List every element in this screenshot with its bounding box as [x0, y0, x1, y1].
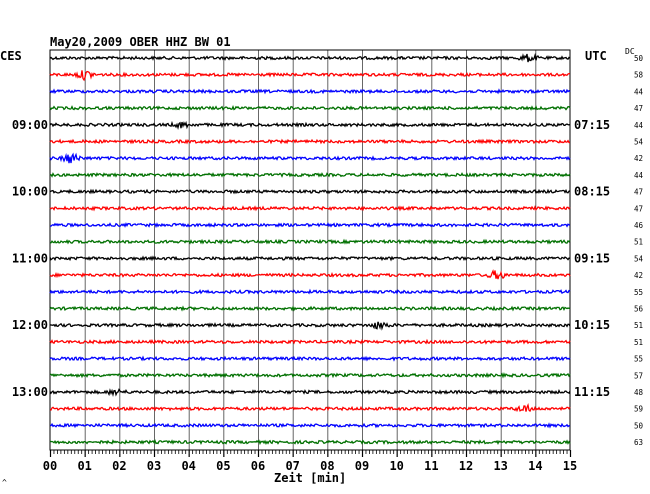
dc-value: 51 [634, 338, 643, 347]
x-axis-label: Zeit [min] [274, 471, 347, 485]
dc-value: 51 [634, 238, 643, 247]
x-tick-label: 15 [563, 459, 577, 473]
x-tick-label: 11 [424, 459, 438, 473]
dc-column-label: DC [625, 47, 635, 56]
dc-value: 44 [634, 121, 644, 130]
x-tick-label: 09 [355, 459, 369, 473]
x-tick-label: 14 [528, 459, 542, 473]
trace-row-19 [49, 372, 571, 379]
trace-row-21 [49, 402, 571, 413]
utc-time-label: 11:15 [574, 385, 610, 399]
corner-mark: ^ [2, 478, 7, 487]
trace-row-20 [49, 388, 571, 398]
trace-row-2 [49, 88, 571, 95]
trace-row-10 [50, 222, 571, 229]
x-tick-label: 01 [77, 459, 91, 473]
local-time-label: 09:00 [12, 118, 48, 132]
dc-value: 58 [634, 71, 644, 80]
trace-row-17 [49, 338, 571, 345]
utc-time-label: 08:15 [574, 185, 610, 199]
local-time-label: 10:00 [12, 185, 48, 199]
trace-row-18 [49, 355, 571, 362]
dc-value: 54 [634, 138, 644, 147]
trace-row-16 [49, 321, 571, 331]
dc-value: 50 [634, 54, 644, 63]
plot-frame [49, 49, 571, 451]
dc-value: 55 [634, 355, 643, 364]
x-tick-label: 07 [285, 459, 299, 473]
utc-timezone-label: UTC [585, 49, 607, 63]
trace-row-1 [49, 70, 570, 82]
local-timezone-label: CES [0, 49, 22, 63]
dc-value: 48 [634, 388, 644, 397]
trace-row-8 [49, 188, 571, 195]
dc-value: 47 [634, 204, 643, 213]
dc-value: 42 [634, 271, 643, 280]
trace-row-5 [49, 138, 571, 145]
x-tick-label: 12 [459, 459, 473, 473]
local-time-label: 13:00 [12, 385, 48, 399]
dc-value: 50 [634, 421, 644, 430]
trace-row-9 [49, 205, 571, 212]
trace-row-4 [49, 120, 571, 130]
dc-value: 51 [634, 321, 643, 330]
dc-value: 55 [634, 288, 643, 297]
dc-value: 42 [634, 154, 643, 163]
trace-row-0 [49, 52, 571, 63]
x-tick-label: 05 [216, 459, 230, 473]
dc-value: 44 [634, 171, 644, 180]
x-tick-label: 00 [43, 459, 57, 473]
x-tick-label: 10 [389, 459, 403, 473]
x-tick-label: 04 [181, 459, 195, 473]
trace-row-14 [49, 288, 571, 295]
trace-row-11 [49, 238, 571, 245]
x-tick-label: 03 [147, 459, 161, 473]
trace-row-22 [49, 422, 571, 429]
dc-value: 63 [634, 438, 643, 447]
x-tick-label: 02 [112, 459, 126, 473]
trace-row-12 [49, 255, 571, 262]
utc-time-label: 09:15 [574, 251, 610, 265]
trace-row-3 [49, 105, 571, 111]
dc-value: 54 [634, 254, 644, 263]
x-tick-label: 06 [251, 459, 265, 473]
local-time-label: 12:00 [12, 318, 48, 332]
dc-value: 47 [634, 188, 643, 197]
dc-value: 46 [634, 221, 644, 230]
dc-value: 57 [634, 371, 643, 380]
trace-row-7 [49, 171, 571, 178]
trace-row-23 [49, 439, 571, 446]
local-time-label: 11:00 [12, 251, 48, 265]
dc-value: 44 [634, 87, 644, 96]
x-tick-label: 08 [320, 459, 334, 473]
plot-header: May20,2009 OBER HHZ BW 01 [50, 35, 231, 49]
trace-row-13 [49, 269, 571, 280]
x-tick-label: 13 [493, 459, 507, 473]
utc-time-label: 10:15 [574, 318, 610, 332]
utc-time-label: 07:15 [574, 118, 610, 132]
dc-value: 47 [634, 104, 643, 113]
trace-row-15 [49, 305, 571, 312]
dc-value: 56 [634, 305, 644, 314]
trace-row-6 [49, 152, 571, 164]
dc-value: 59 [634, 405, 643, 414]
